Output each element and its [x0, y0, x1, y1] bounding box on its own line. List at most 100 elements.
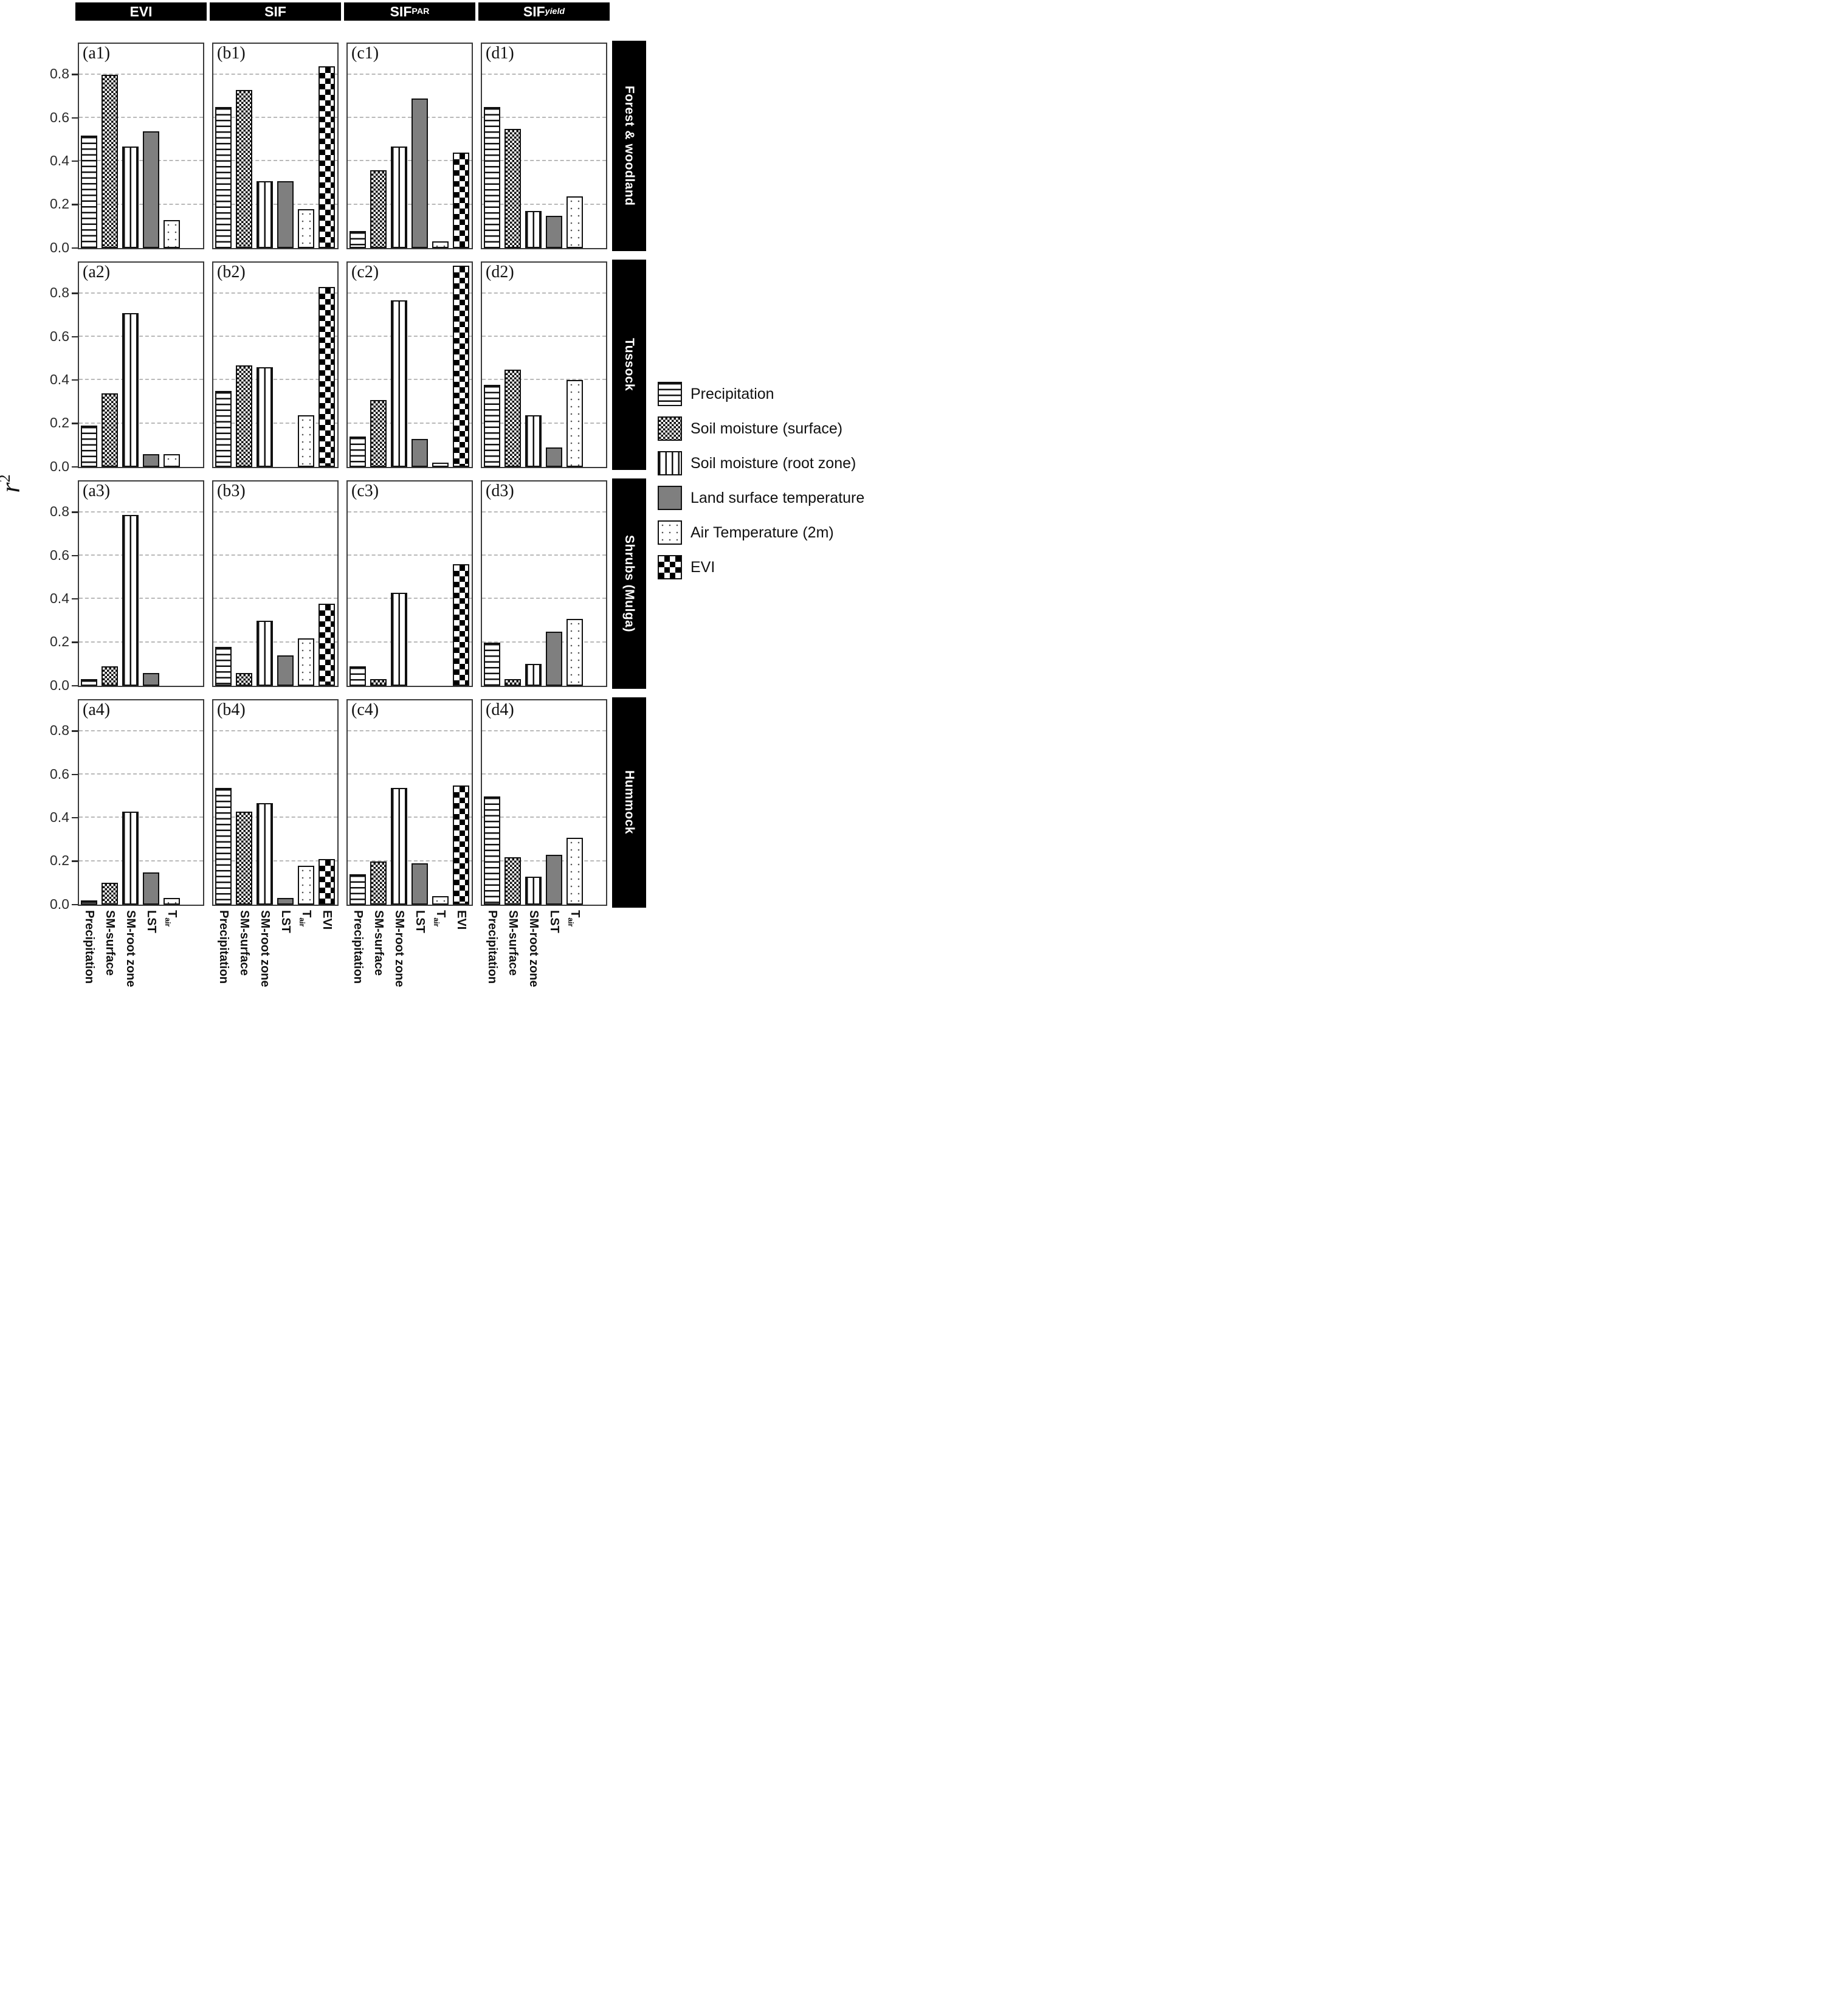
gridline-0.8	[482, 730, 606, 731]
panel-letter-label: (a4)	[83, 700, 111, 719]
y-tick-label-0.0: 0.0	[50, 239, 69, 255]
bar-smroot	[122, 514, 139, 686]
bar-tair	[566, 837, 583, 905]
gridline-0.6	[213, 117, 337, 119]
gridline-0.6	[482, 336, 606, 337]
y-tick-label-0.0: 0.0	[50, 896, 69, 912]
gridline-0.8	[213, 730, 337, 731]
y-tick-label-0.0: 0.0	[50, 458, 69, 474]
gridline-0.6	[482, 773, 606, 775]
row-header-text: Shrubs (Mulga)	[622, 535, 636, 632]
bar-lst	[277, 898, 294, 905]
y-tick-mark	[72, 641, 78, 643]
bar-smsurf	[504, 369, 522, 467]
gridline-0.4	[213, 598, 337, 599]
gridline-0.4	[482, 160, 606, 162]
gridline-0.6	[79, 773, 203, 775]
gridline-0.6	[79, 117, 203, 119]
gridline-0.4	[79, 816, 203, 818]
x-axis-label-smsurf: SM-surface	[501, 910, 520, 1015]
bar-smsurf	[370, 861, 387, 905]
bar-lst	[277, 181, 294, 248]
gridline-0.2	[348, 860, 472, 861]
x-axis-label-subscript: air	[432, 917, 441, 927]
panel-a3: (a3)	[78, 480, 204, 687]
panel-letter-label: (c2)	[351, 263, 379, 281]
column-header-sifyield: SIF yield	[478, 2, 610, 21]
gridline-0.8	[79, 511, 203, 513]
x-axis-label-lst: LST	[274, 910, 293, 1015]
column-header-sif: SIF	[210, 2, 341, 21]
y-tick-mark	[72, 74, 78, 75]
panel-letter-label: (d1)	[486, 44, 514, 63]
bar-precip	[350, 230, 367, 248]
row-header-tussock: Tussock	[612, 260, 646, 470]
panel-letter-label: (c1)	[351, 44, 379, 63]
bar-tair	[432, 462, 449, 467]
row-header-forest: Forest & woodland	[612, 41, 646, 251]
x-axis-label-smroot: SM-root zone	[119, 910, 138, 1015]
y-tick-mark	[72, 379, 78, 381]
x-axis-label-text: EVI	[320, 910, 334, 930]
bar-smroot	[257, 181, 274, 248]
bar-smroot	[391, 787, 408, 905]
gridline-0.4	[482, 598, 606, 599]
bar-smroot	[257, 621, 274, 686]
column-header-text: EVI	[129, 3, 153, 19]
x-axis-label-text: SM-surface	[506, 910, 520, 976]
bar-tair	[297, 415, 314, 467]
panel-letter-label: (d4)	[486, 700, 514, 719]
x-axis-label-tair: Tair	[295, 910, 314, 1015]
panel-letter-label: (b2)	[217, 263, 246, 281]
panel-letter-label: (c4)	[351, 700, 379, 719]
panel-d2: (d2)	[481, 261, 607, 468]
x-axis-label-text: LST	[547, 910, 561, 933]
legend-swatch-lst	[658, 486, 682, 510]
bar-precip	[350, 437, 367, 467]
row-header-text: Forest & woodland	[622, 86, 636, 206]
row-header-hummock: Hummock	[612, 697, 646, 908]
bar-smsurf	[504, 129, 522, 248]
bar-evi	[452, 265, 469, 467]
y-tick-mark	[72, 903, 78, 905]
x-axis-label-evi: EVI	[450, 910, 469, 1015]
y-tick-label-0.2: 0.2	[50, 852, 69, 869]
bar-lst	[545, 855, 562, 905]
legend-swatch-tair	[658, 520, 682, 545]
bar-lst	[545, 447, 562, 467]
bar-tair	[432, 896, 449, 905]
legend-item-evi: EVI	[658, 555, 715, 579]
bar-precip	[215, 787, 232, 905]
gridline-0.6	[213, 554, 337, 556]
bar-precip	[81, 135, 98, 248]
y-tick-label-0.6: 0.6	[50, 547, 69, 563]
x-axis-label-text: LST	[413, 910, 427, 933]
bar-smsurf	[236, 672, 253, 686]
gridline-0.6	[482, 117, 606, 119]
bar-smroot	[525, 664, 542, 686]
x-axis-label-smroot: SM-root zone	[522, 910, 541, 1015]
bar-tair	[566, 618, 583, 686]
column-header-sifpar: SIF PAR	[344, 2, 475, 21]
gridline-0.4	[79, 379, 203, 381]
bar-smsurf	[504, 857, 522, 905]
x-axis-label-tair: Tair	[429, 910, 448, 1015]
legend-label-evi: EVI	[690, 558, 715, 576]
gridline-0.8	[213, 73, 337, 75]
bar-smroot	[391, 300, 408, 467]
panel-a2: (a2)	[78, 261, 204, 468]
bar-lst	[545, 215, 562, 248]
bar-smroot	[257, 367, 274, 467]
y-tick-mark	[72, 160, 78, 162]
gridline-0.6	[482, 554, 606, 556]
y-tick-mark	[72, 598, 78, 600]
bar-smroot	[391, 146, 408, 248]
bar-precip	[215, 391, 232, 467]
gridline-0.8	[348, 730, 472, 731]
x-axis-label-smsurf: SM-surface	[98, 910, 117, 1015]
x-axis-label-precip: Precipitation	[346, 910, 365, 1015]
panel-c4: (c4)	[346, 699, 473, 906]
legend-label-smroot: Soil moisture (root zone)	[690, 454, 856, 472]
gridline-0.2	[348, 641, 472, 643]
gridline-0.6	[348, 773, 472, 775]
